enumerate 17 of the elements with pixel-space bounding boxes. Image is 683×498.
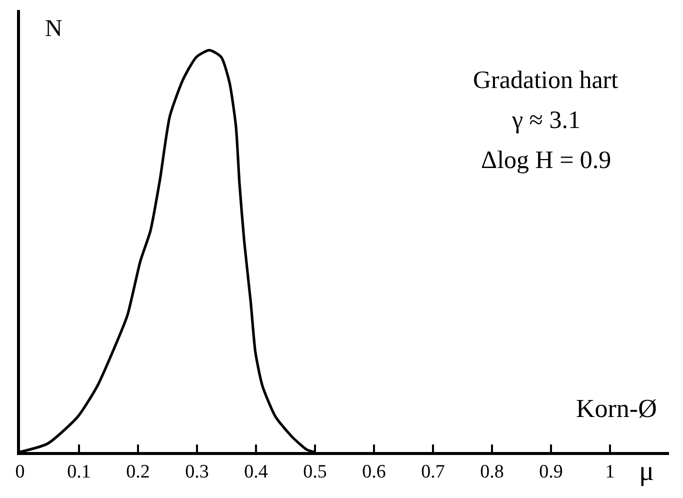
x-tick-label: 0.8 xyxy=(480,462,504,483)
text: μ xyxy=(639,456,654,487)
x-tick-label: 0 xyxy=(15,462,25,483)
x-tick-label: 0.6 xyxy=(362,462,386,483)
x-tick-label: 0.2 xyxy=(126,462,150,483)
annotation: Gradation hart xyxy=(473,67,618,94)
x-tick-label: 0.5 xyxy=(303,462,327,483)
annotation: γ ≈ 3.1 xyxy=(511,107,581,134)
annotation: Δlog H = 0.9 xyxy=(481,147,612,174)
x-tick-label: 0.3 xyxy=(185,462,209,483)
x-tick-label: 0.4 xyxy=(244,462,268,483)
x-tick-label: 0.1 xyxy=(67,462,91,483)
x-tick-label: 1 xyxy=(605,462,615,483)
y-axis-title: N xyxy=(45,16,62,42)
x-tick-label: 0.9 xyxy=(539,462,563,483)
x-axis-title: Korn-Ø xyxy=(576,394,657,423)
x-tick-label: 0.7 xyxy=(421,462,445,483)
